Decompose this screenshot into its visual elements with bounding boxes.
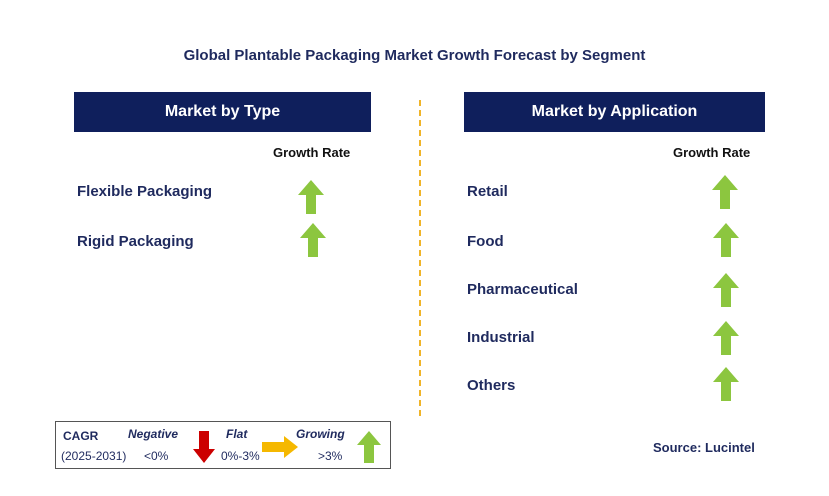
source-label: Source: Lucintel <box>653 440 755 455</box>
type-row-label: Rigid Packaging <box>77 233 194 250</box>
application-row-label: Pharmaceutical <box>467 281 578 298</box>
right-arrow-icon <box>262 436 298 458</box>
application-row-label: Industrial <box>467 329 535 346</box>
type-panel-header: Market by Type <box>74 92 371 132</box>
negative-range: <0% <box>144 449 169 463</box>
application-row-label: Retail <box>467 183 508 200</box>
growing-label: Growing <box>296 427 345 441</box>
up-arrow-icon <box>298 180 324 214</box>
type-row-label: Flexible Packaging <box>77 183 213 200</box>
type-growth-rate-label: Growth Rate <box>273 145 351 160</box>
up-arrow-icon <box>713 223 739 257</box>
up-arrow-icon <box>713 321 739 355</box>
application-growth-rate-label: Growth Rate <box>673 145 751 160</box>
cagr-legend: CAGR (2025-2031) Negative <0% Flat 0%-3%… <box>55 421 391 469</box>
up-arrow-icon <box>713 367 739 401</box>
cagr-label: CAGR <box>63 429 99 443</box>
up-arrow-icon <box>712 175 738 209</box>
negative-label: Negative <box>128 427 179 441</box>
flat-label: Flat <box>226 427 248 441</box>
up-arrow-icon <box>300 223 326 257</box>
application-row-label: Others <box>467 377 516 394</box>
growing-range: >3% <box>318 449 343 463</box>
up-arrow-icon <box>713 273 739 307</box>
page-title: Global Plantable Packaging Market Growth… <box>183 47 646 64</box>
type-panel-title: Market by Type <box>164 103 281 120</box>
panel-divider <box>419 100 421 416</box>
down-arrow-icon <box>193 431 215 463</box>
application-row-label: Food <box>467 233 504 250</box>
flat-range: 0%-3% <box>221 449 260 463</box>
application-panel-title: Market by Application <box>531 103 698 120</box>
application-panel-header: Market by Application <box>464 92 765 132</box>
cagr-period: (2025-2031) <box>61 449 127 463</box>
up-arrow-icon <box>357 431 381 463</box>
